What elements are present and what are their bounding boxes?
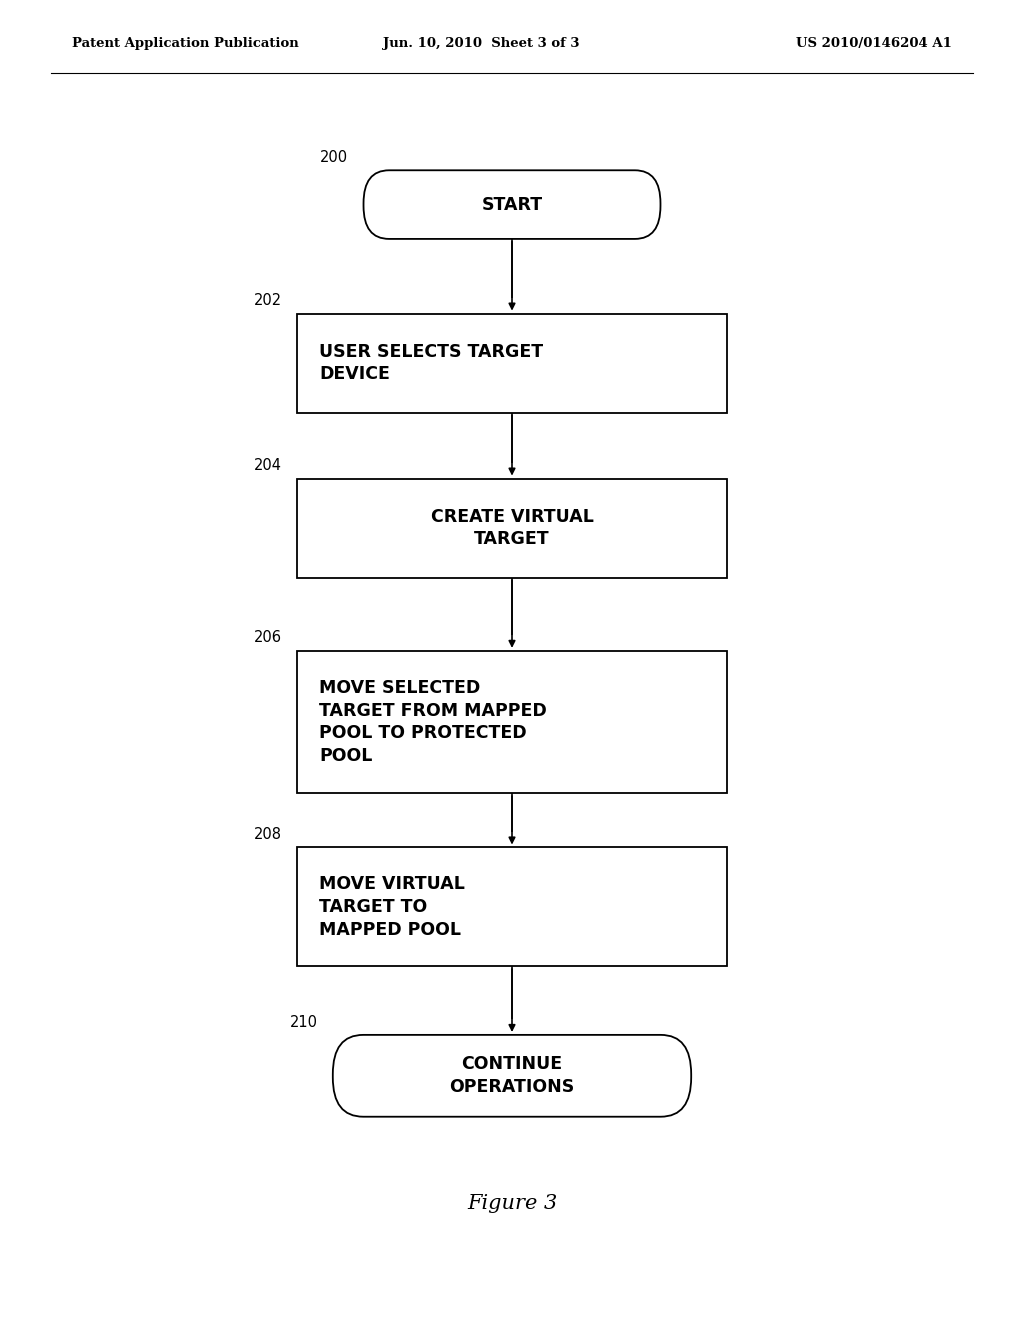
Bar [297, 314, 727, 412]
Text: MOVE SELECTED
TARGET FROM MAPPED
POOL TO PROTECTED
POOL: MOVE SELECTED TARGET FROM MAPPED POOL TO… [319, 678, 547, 766]
Text: Patent Application Publication: Patent Application Publication [72, 37, 298, 50]
FancyBboxPatch shape [333, 1035, 691, 1117]
Text: CREATE VIRTUAL
TARGET: CREATE VIRTUAL TARGET [430, 508, 594, 548]
Bar [297, 651, 727, 793]
Text: Jun. 10, 2010  Sheet 3 of 3: Jun. 10, 2010 Sheet 3 of 3 [383, 37, 580, 50]
Text: CONTINUE
OPERATIONS: CONTINUE OPERATIONS [450, 1056, 574, 1096]
Text: 206: 206 [254, 631, 282, 645]
Text: 210: 210 [290, 1015, 317, 1030]
Text: Figure 3: Figure 3 [467, 1195, 557, 1213]
FancyBboxPatch shape [364, 170, 660, 239]
Text: 202: 202 [254, 293, 282, 309]
Bar [297, 847, 727, 966]
Text: MOVE VIRTUAL
TARGET TO
MAPPED POOL: MOVE VIRTUAL TARGET TO MAPPED POOL [319, 875, 465, 939]
Text: 204: 204 [254, 458, 282, 474]
Bar [297, 479, 727, 578]
Text: 200: 200 [321, 150, 348, 165]
Text: US 2010/0146204 A1: US 2010/0146204 A1 [797, 37, 952, 50]
Text: 208: 208 [254, 828, 282, 842]
Text: USER SELECTS TARGET
DEVICE: USER SELECTS TARGET DEVICE [319, 343, 544, 383]
Text: START: START [481, 195, 543, 214]
